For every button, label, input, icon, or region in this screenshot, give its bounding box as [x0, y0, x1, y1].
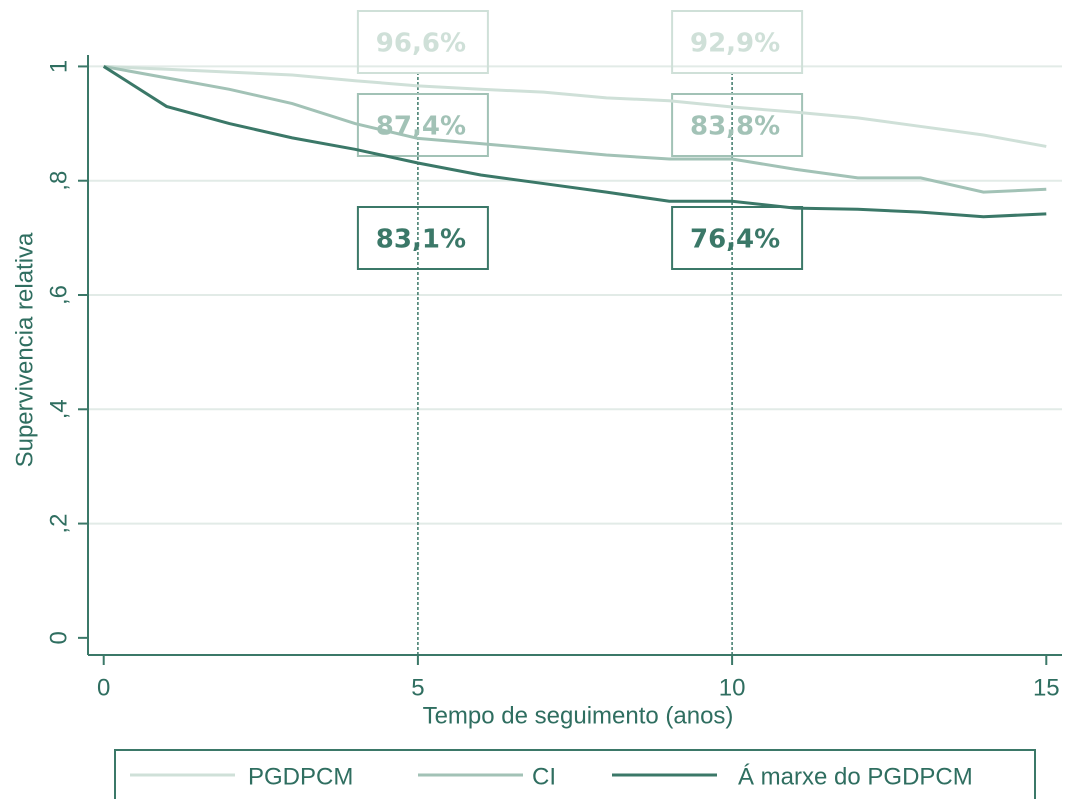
x-tick-label: 0	[97, 674, 110, 701]
y-tick-label: ,6	[45, 285, 72, 305]
y-axis-title: Supervivencia relativa	[11, 232, 38, 467]
x-axis-title: Tempo de seguimento (anos)	[423, 702, 734, 729]
legend-label: PGDPCM	[248, 763, 353, 790]
annotation-box	[671, 10, 804, 74]
annotation: 92,9%	[690, 29, 780, 59]
annotation: 87,4%	[376, 112, 466, 142]
legend-box	[114, 749, 1036, 799]
annotation: 83,1%	[376, 225, 466, 255]
y-tick-label: ,4	[45, 399, 72, 419]
annotation-box	[671, 206, 804, 270]
annotation-box	[356, 206, 489, 270]
series-line	[103, 64, 1047, 148]
annotation-box	[671, 93, 804, 157]
y-tick-label: ,2	[45, 514, 72, 534]
series-line	[103, 64, 1047, 194]
annotation-box	[356, 10, 489, 74]
y-tick-label: 0	[45, 631, 72, 644]
annotation: 96,6%	[376, 29, 466, 59]
x-tick-label: 5	[411, 674, 424, 701]
y-tick-label: 1	[45, 60, 72, 73]
annotation: 76,4%	[690, 225, 780, 255]
series-line	[102, 65, 1047, 219]
y-tick-label: ,8	[45, 171, 72, 191]
x-tick-label: 10	[719, 674, 746, 701]
annotation: 83,8%	[690, 112, 780, 142]
legend-label: CI	[532, 763, 556, 790]
legend-label: Á marxe do PGDPCM	[738, 763, 973, 790]
x-tick-label: 15	[1033, 674, 1060, 701]
